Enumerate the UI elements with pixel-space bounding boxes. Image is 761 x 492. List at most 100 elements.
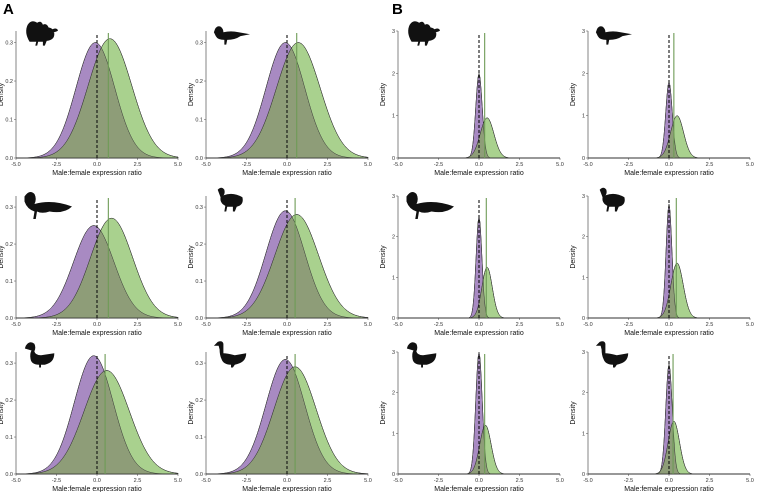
x-tick-label: -2.5: [52, 322, 61, 328]
overlap-density-area: [206, 48, 368, 158]
pheasant-icon-shape: [213, 26, 250, 45]
x-tick-label: 0.0: [665, 162, 673, 168]
x-tick-label: -5.0: [583, 322, 592, 328]
x-tick-label: 2.5: [134, 322, 142, 328]
x-axis-title: Male:female expression ratio: [242, 486, 332, 492]
density-plot-b-goose: 0 1 2 3 -5.0 -2.5 0.0 2.5 5.0 Male:female express…: [570, 341, 754, 492]
male-density-outline: [588, 420, 750, 475]
y-tick-label: 0: [582, 156, 585, 162]
male-density-outline: [205, 214, 369, 319]
x-tick-label: 5.0: [556, 478, 564, 484]
peacock-icon: [24, 192, 72, 219]
x-tick-label: -2.5: [52, 478, 61, 484]
duck-icon: [24, 342, 55, 368]
x-tick-label: 5.0: [746, 162, 754, 168]
x-tick-label: -5.0: [393, 162, 402, 168]
y-tick-label: 2: [392, 391, 395, 397]
pheasant-icon: [213, 26, 250, 45]
x-tick-label: 2.5: [324, 162, 332, 168]
x-tick-label: 0.0: [283, 478, 291, 484]
x-tick-label: 5.0: [174, 478, 182, 484]
y-tick-label: 0.1: [5, 435, 13, 441]
x-tick-label: 0.0: [475, 162, 483, 168]
x-tick-label: -2.5: [52, 162, 61, 168]
y-tick-label: 0.3: [195, 41, 203, 47]
male-density-outline: [398, 425, 560, 475]
duck-icon-shape: [24, 342, 55, 368]
y-tick-label: 2: [392, 235, 395, 241]
turkey-icon-shape: [26, 21, 59, 46]
x-axis-title: Male:female expression ratio: [434, 170, 524, 177]
y-tick-label: 3: [392, 194, 395, 200]
y-tick-label: 0: [582, 316, 585, 322]
guineafowl-icon: [217, 187, 243, 212]
overlap-density-area: [16, 48, 178, 159]
x-tick-label: -2.5: [434, 162, 443, 168]
x-tick-label: 5.0: [364, 322, 372, 328]
x-tick-label: 2.5: [706, 478, 714, 484]
x-tick-label: 5.0: [556, 322, 564, 328]
x-tick-label: -2.5: [624, 162, 633, 168]
x-axis-title: Male:female expression ratio: [242, 330, 332, 337]
turkey-icon: [408, 21, 441, 46]
pheasant-icon: [595, 26, 632, 45]
y-axis-title: Density: [380, 401, 387, 425]
male-density-outline: [16, 217, 179, 319]
y-tick-label: 0.2: [5, 242, 13, 248]
density-plot-a-peacock: 0.0 0.1 0.2 0.3 -5.0 -2.5 0.0 2.5 5.0 Male:female…: [0, 192, 182, 337]
y-axis-title: Density: [380, 82, 387, 106]
y-tick-label: 0.2: [195, 398, 203, 404]
x-tick-label: 0.0: [93, 162, 101, 168]
y-axis-title: Density: [570, 82, 577, 106]
x-axis-title: Male:female expression ratio: [434, 330, 524, 337]
x-tick-label: -5.0: [393, 478, 402, 484]
peacock-icon: [406, 192, 454, 219]
x-tick-label: 0.0: [283, 162, 291, 168]
y-tick-label: 0.2: [5, 79, 13, 85]
x-tick-label: -5.0: [201, 478, 210, 484]
density-plot-a-duck: 0.0 0.1 0.2 0.3 -5.0 -2.5 0.0 2.5 5.0 Male:female…: [0, 342, 182, 492]
female-density-outline: [205, 359, 369, 475]
duck-icon: [406, 342, 437, 368]
y-tick-label: 0.2: [195, 242, 203, 248]
x-tick-label: 2.5: [706, 162, 714, 168]
density-plot-b-guineafowl: 0 1 2 3 -5.0 -2.5 0.0 2.5 5.0 Male:female express…: [570, 187, 754, 337]
x-tick-label: 5.0: [364, 162, 372, 168]
y-tick-label: 0.2: [195, 79, 203, 85]
female-density-outline: [15, 42, 179, 159]
density-plot-a-pheasant: 0.0 0.1 0.2 0.3 -5.0 -2.5 0.0 2.5 5.0 Male:female…: [188, 26, 372, 177]
y-axis-title: Density: [188, 401, 195, 425]
density-plot-a-turkey: 0.0 0.1 0.2 0.3 -5.0 -2.5 0.0 2.5 5.0 Male:female…: [0, 21, 182, 177]
goose-icon-shape: [213, 341, 247, 368]
y-tick-label: 0.3: [195, 205, 203, 211]
y-axis-title: Density: [0, 401, 5, 425]
y-axis-title: Density: [570, 245, 577, 269]
y-tick-label: 0.1: [195, 118, 203, 124]
panel-label-a: A: [3, 1, 14, 18]
x-tick-label: 5.0: [746, 478, 754, 484]
x-tick-label: 5.0: [364, 478, 372, 484]
overlap-density-area: [16, 231, 178, 318]
y-tick-label: 3: [582, 29, 585, 35]
x-axis-title: Male:female expression ratio: [624, 170, 714, 177]
x-tick-label: -5.0: [11, 322, 20, 328]
peacock-icon-shape: [406, 192, 454, 219]
x-tick-label: -5.0: [393, 322, 402, 328]
y-tick-label: 0.3: [5, 361, 13, 367]
y-tick-label: 0: [582, 472, 585, 478]
x-tick-label: 2.5: [134, 162, 142, 168]
y-tick-label: 2: [582, 71, 585, 77]
duck-icon-shape: [406, 342, 437, 368]
x-tick-label: 2.5: [706, 322, 714, 328]
y-axis-title: Density: [188, 82, 195, 106]
y-tick-label: 1: [392, 114, 395, 120]
pheasant-icon-shape: [595, 26, 632, 45]
density-plot-a-goose: 0.0 0.1 0.2 0.3 -5.0 -2.5 0.0 2.5 5.0 Male:female…: [188, 341, 372, 492]
x-tick-label: 2.5: [516, 322, 524, 328]
y-tick-label: 0.3: [5, 41, 13, 47]
x-tick-label: 0.0: [283, 322, 291, 328]
goose-icon-shape: [595, 341, 629, 368]
y-tick-label: 1: [582, 431, 585, 437]
x-tick-label: -5.0: [201, 322, 210, 328]
